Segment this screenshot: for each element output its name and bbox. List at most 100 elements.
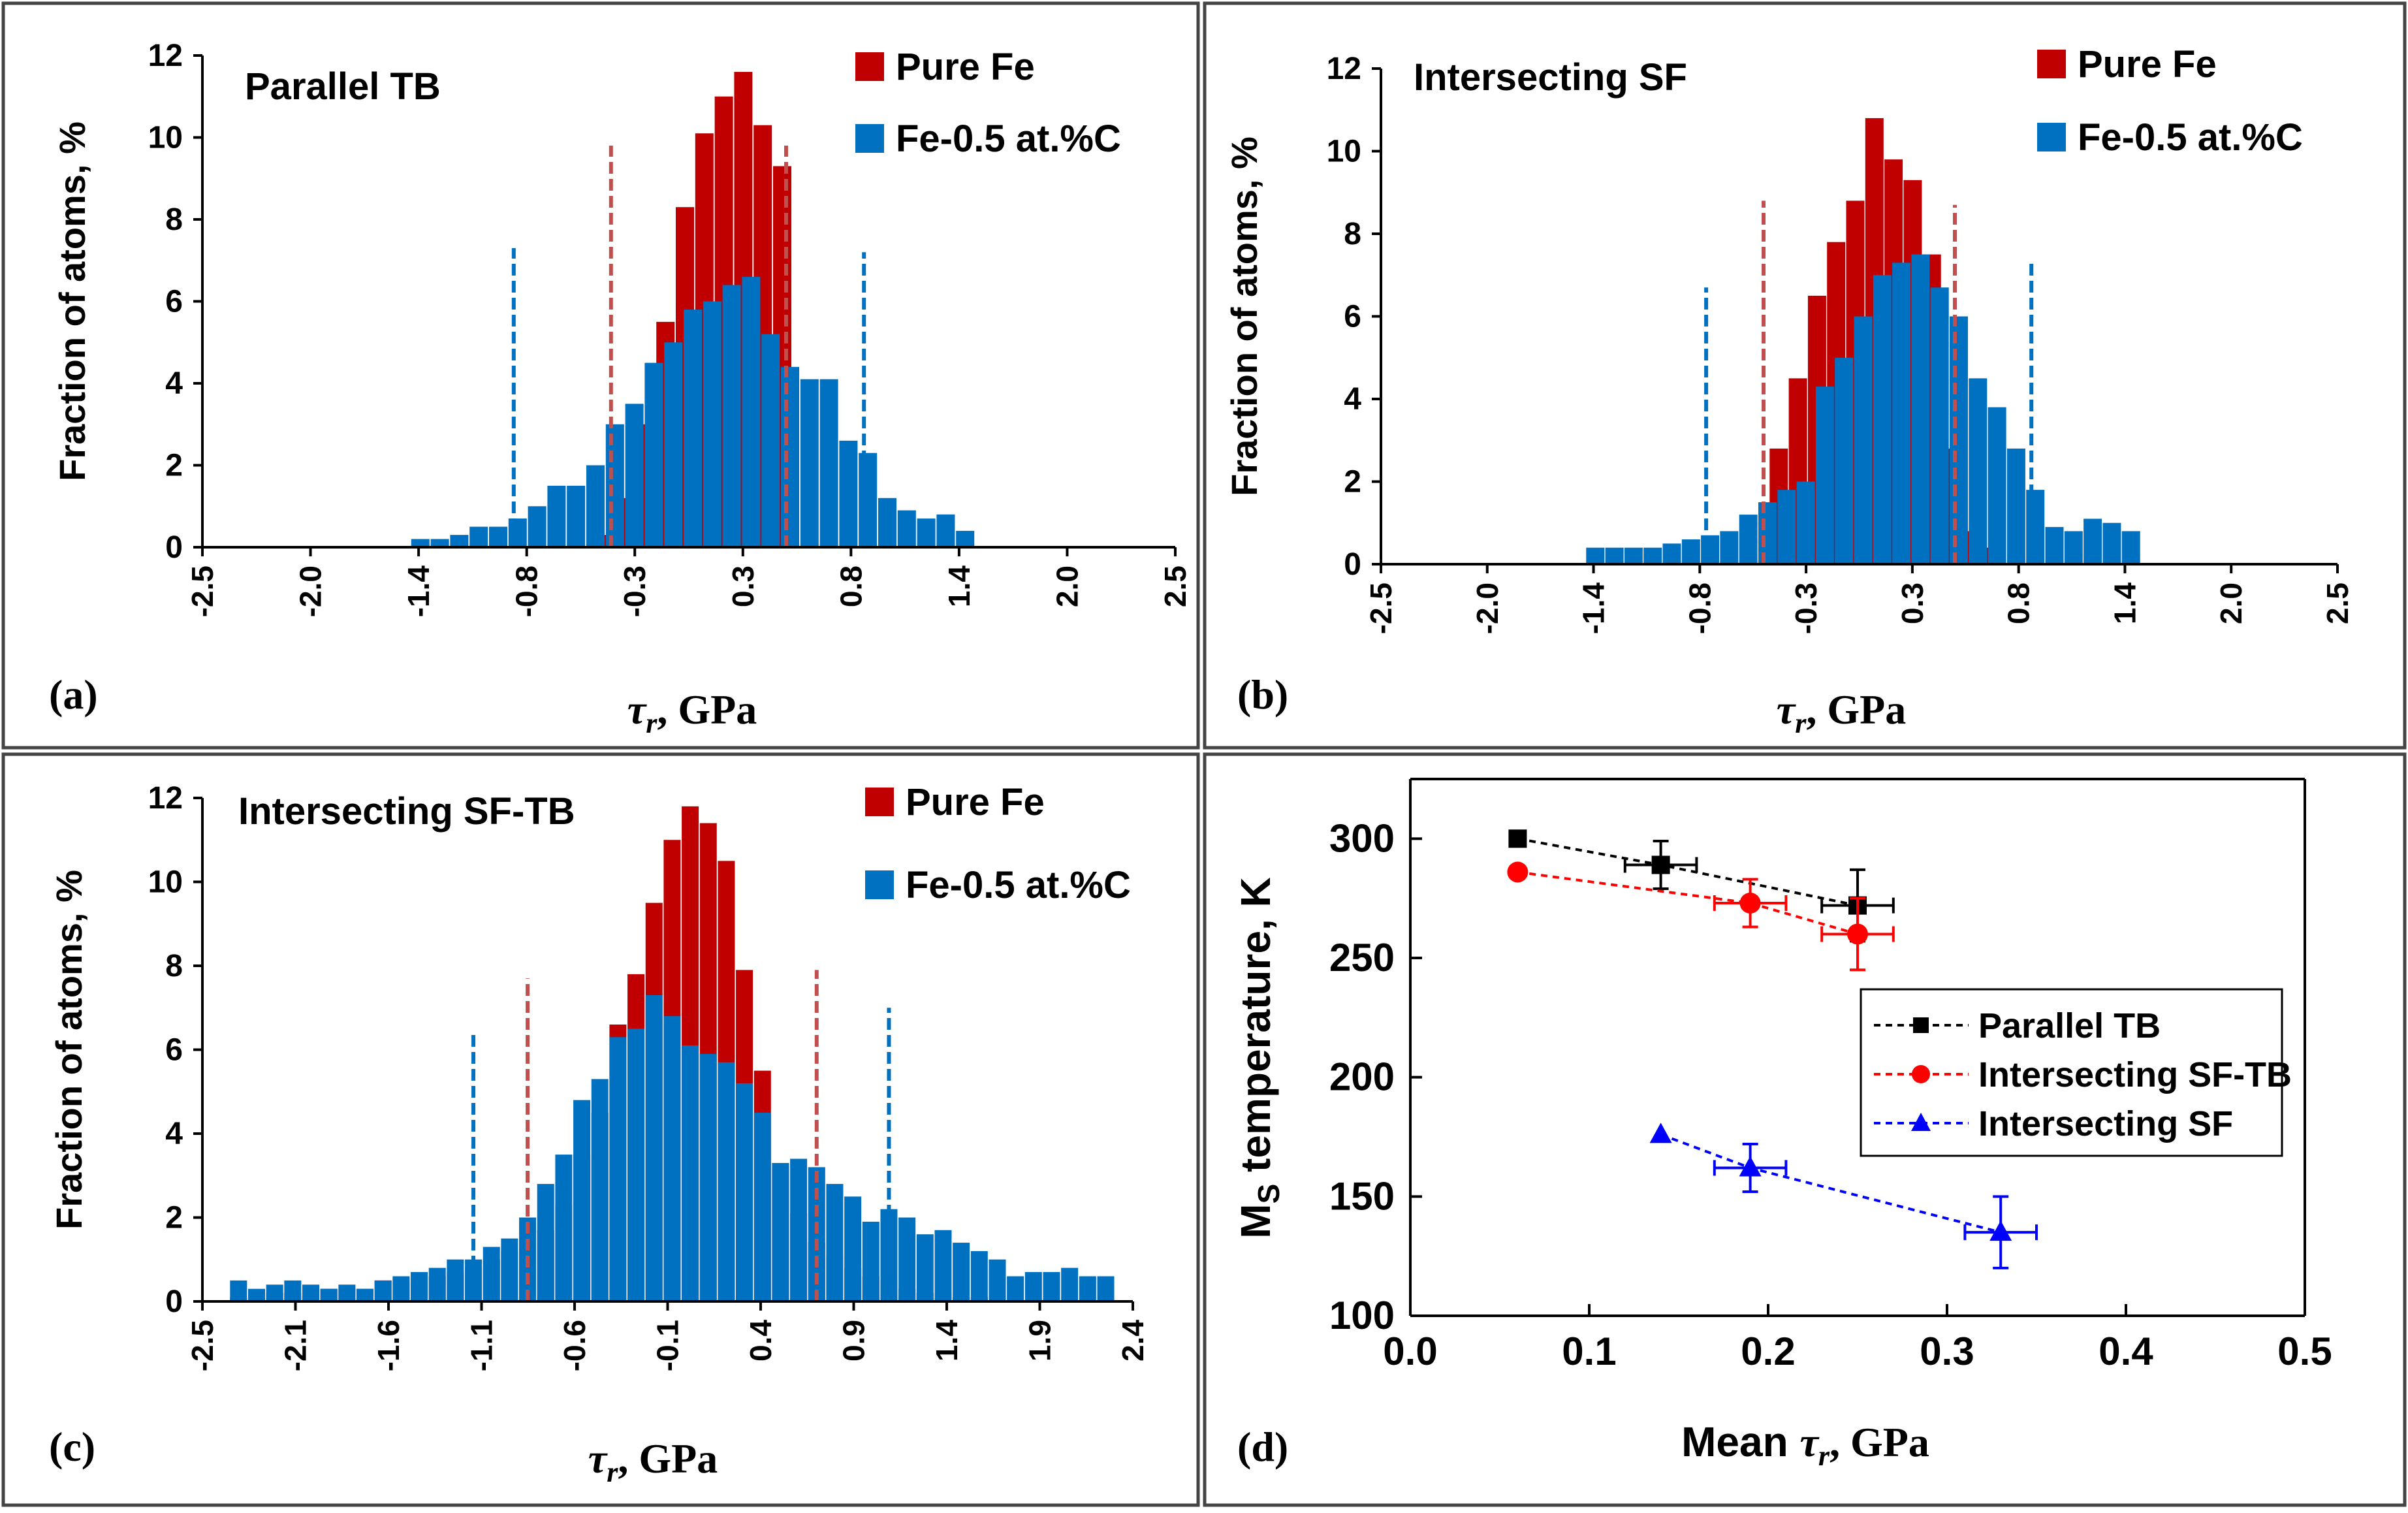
- fe-c-bar: [2045, 527, 2064, 564]
- fe-c-bar: [591, 1079, 609, 1301]
- y-axis-label: Fraction of atoms, %: [48, 870, 89, 1230]
- x-tick-label: -2.1: [279, 1320, 313, 1371]
- x-tick-label: 0.3: [1920, 1330, 1974, 1373]
- fe-c-bar: [411, 1272, 428, 1301]
- y-tick-label: 8: [165, 949, 183, 983]
- x-label-subscript: r: [607, 1456, 618, 1488]
- fe-c-bar: [819, 379, 838, 547]
- fe-c-bar: [772, 1162, 789, 1301]
- legend-label-1: Intersecting SF-TB: [1978, 1055, 2292, 1094]
- legend-label-0: Parallel TB: [1978, 1006, 2161, 1045]
- x-tick-label: -0.8: [510, 565, 544, 617]
- fe-c-bar: [1097, 1276, 1115, 1301]
- series-line-1: [1517, 870, 1858, 936]
- fe-c-bar: [2083, 518, 2102, 564]
- fe-c-bar: [800, 379, 819, 547]
- fe-c-bar: [508, 518, 527, 547]
- legend-swatch-1: [2037, 123, 2066, 151]
- fe-c-bar: [826, 1184, 844, 1301]
- fe-c-bar: [1079, 1276, 1096, 1301]
- fe-c-bar: [1605, 547, 1624, 564]
- x-tick-label: 1.4: [930, 1320, 964, 1362]
- x-tick-label: 0.3: [726, 565, 760, 607]
- y-tick-label: 12: [148, 39, 183, 73]
- legend-label-1: Fe-0.5 at.%C: [896, 118, 1121, 160]
- x-tick-label: 2.5: [2321, 582, 2354, 624]
- x-tick-label: -2.0: [294, 565, 328, 617]
- fe-c-bar: [1796, 481, 1815, 564]
- fe-c-bar: [555, 1155, 573, 1301]
- data-point-triangle: [1739, 1156, 1762, 1177]
- fe-c-bar: [1758, 502, 1777, 564]
- legend-label-1: Fe-0.5 at.%C: [906, 864, 1131, 906]
- panel-frame-2: [1, 752, 1200, 1507]
- x-tick-label: -1.4: [402, 565, 436, 618]
- y-tick-label: 6: [165, 1033, 183, 1068]
- x-tick-label: -0.3: [1789, 582, 1823, 634]
- fe-c-bar: [844, 1196, 862, 1301]
- legend-swatch-1: [865, 870, 894, 899]
- fe-c-bar: [859, 453, 878, 547]
- y-tick-label: 0: [165, 530, 183, 565]
- x-tick-label: 1.4: [2108, 582, 2142, 624]
- legend-label-1: Fe-0.5 at.%C: [2078, 116, 2303, 159]
- data-point-circle: [1847, 923, 1868, 945]
- fe-c-bar: [699, 1053, 717, 1301]
- x-tick-label: -0.6: [558, 1320, 592, 1371]
- y-tick-label: 100: [1329, 1294, 1395, 1337]
- fe-c-bar: [320, 1288, 338, 1301]
- y-label-main: M: [1232, 1203, 1279, 1238]
- fe-c-bar: [1061, 1267, 1079, 1301]
- fe-c-bar: [2102, 522, 2121, 564]
- panel-frame-0: [1, 1, 1200, 750]
- x-tick-label: -1.6: [372, 1320, 405, 1371]
- x-label-prefix: Mean: [1681, 1418, 1799, 1465]
- fe-c-bar: [302, 1284, 320, 1301]
- fe-c-bar: [338, 1284, 356, 1301]
- panel-frame-3: [1203, 752, 2407, 1507]
- fe-c-bar: [718, 1062, 735, 1301]
- y-tick-label: 8: [1344, 217, 1361, 251]
- fe-c-bar: [1854, 316, 1873, 564]
- fe-c-bar: [761, 334, 780, 547]
- y-label-rest: temperature, K: [1232, 877, 1279, 1183]
- x-tick-label: -1.4: [1577, 582, 1611, 635]
- fe-c-bar: [790, 1158, 808, 1301]
- legend-label-2: Intersecting SF: [1978, 1104, 2233, 1143]
- fe-c-bar: [1777, 490, 1796, 564]
- fe-c-bar: [489, 526, 507, 547]
- fe-c-bar: [1815, 387, 1834, 564]
- scatter-panel: 100 150 200 250 300 0.0 0.1 0.2 0.3 0.4 0.5 Paralle…: [1232, 778, 2332, 1472]
- fe-c-bar: [567, 485, 586, 547]
- fe-c-bar: [392, 1276, 410, 1301]
- fe-c-bar: [605, 424, 624, 547]
- fe-c-bar: [898, 1217, 916, 1301]
- fe-c-bar: [483, 1247, 500, 1301]
- fe-c-bar: [742, 276, 761, 547]
- fe-c-bar: [936, 514, 955, 547]
- y-tick-label: 12: [148, 781, 183, 816]
- x-tick-label: -0.8: [1683, 582, 1717, 634]
- y-tick-label: 0: [1344, 547, 1361, 582]
- y-tick-label: 2: [165, 1201, 183, 1235]
- x-tick-label: 0.5: [2277, 1330, 2332, 1373]
- y-axis-label: Fraction of atoms, %: [1224, 136, 1265, 496]
- x-tick-label: 0.1: [1562, 1330, 1616, 1373]
- panel-frame-1: [1203, 1, 2407, 750]
- legend-marker: [1913, 1017, 1929, 1033]
- fe-c-bar: [284, 1280, 302, 1301]
- x-tick-label: 0.8: [2002, 582, 2036, 624]
- fe-c-bar: [663, 1016, 681, 1301]
- data-point-triangle: [1989, 1220, 2012, 1241]
- fe-c-bar: [1950, 316, 1968, 564]
- fe-c-bar: [266, 1284, 283, 1301]
- y-tick-label: 200: [1329, 1055, 1395, 1099]
- y-tick-label: 6: [165, 285, 183, 319]
- x-axis-label: τr, GPa: [627, 686, 757, 739]
- fe-c-bar: [781, 366, 799, 547]
- fe-c-bar: [374, 1280, 392, 1301]
- y-tick-label: 150: [1329, 1174, 1395, 1218]
- fe-c-bar: [1043, 1272, 1060, 1301]
- fe-c-bar: [430, 539, 449, 547]
- fe-c-bar: [878, 498, 896, 547]
